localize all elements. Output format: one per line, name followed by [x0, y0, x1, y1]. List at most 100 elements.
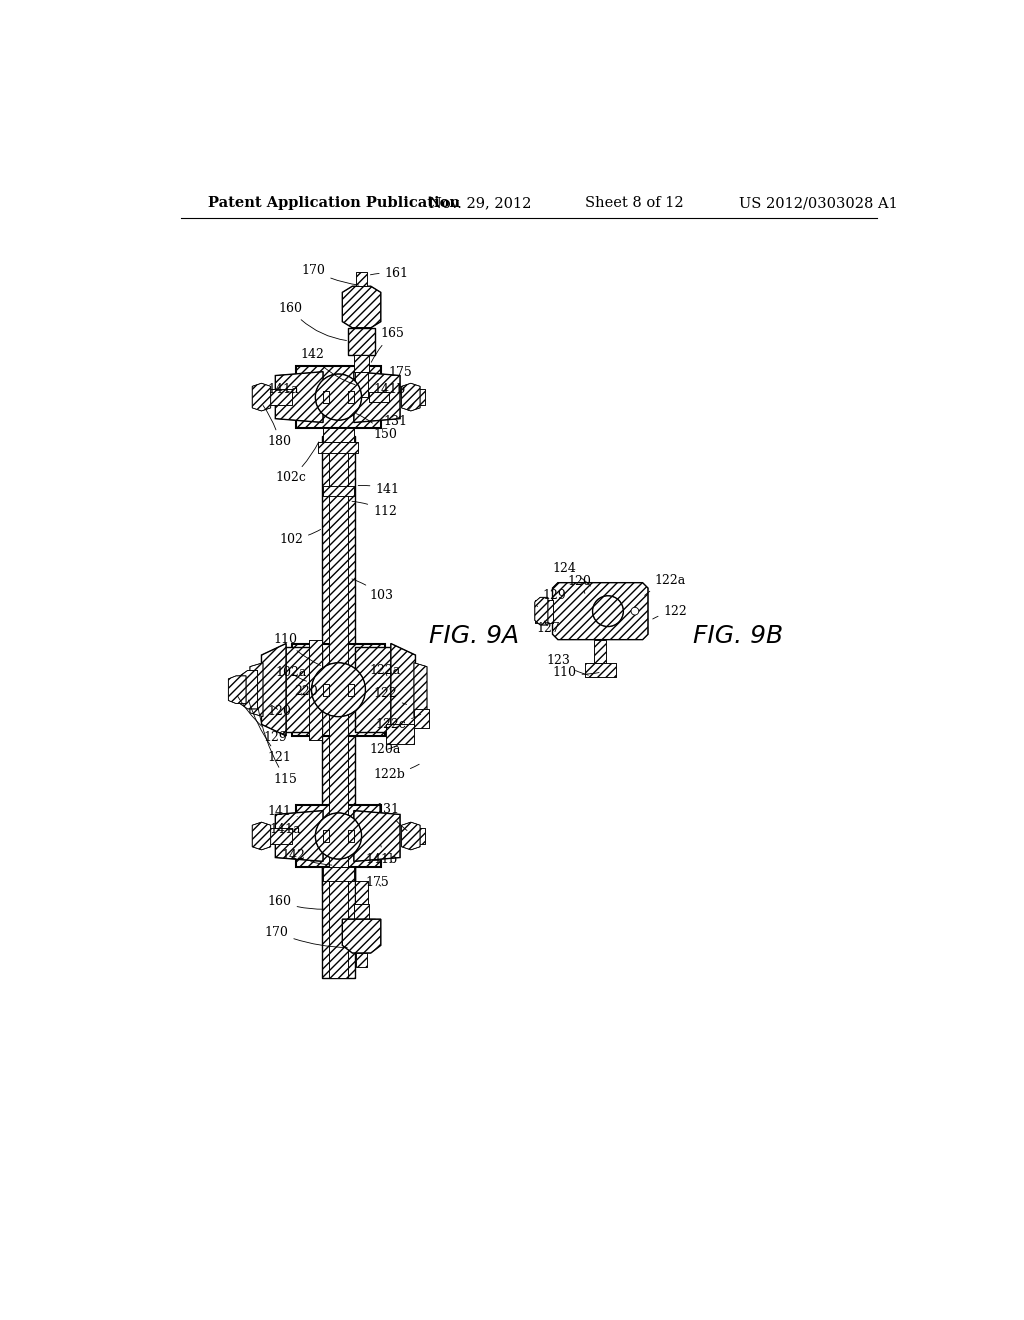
Circle shape: [315, 374, 361, 420]
Bar: [354, 904, 370, 919]
Text: 122: 122: [652, 605, 687, 619]
Bar: [401, 829, 425, 843]
Bar: [348, 684, 354, 696]
Text: 131: 131: [383, 403, 414, 428]
Bar: [323, 486, 354, 496]
Bar: [323, 830, 330, 842]
Bar: [348, 684, 354, 696]
Text: 161: 161: [371, 268, 409, 280]
Text: 110: 110: [273, 634, 321, 665]
Bar: [330, 867, 348, 978]
Text: 129: 129: [238, 696, 287, 744]
Polygon shape: [275, 372, 323, 422]
Text: 220: 220: [295, 685, 318, 698]
Bar: [355, 904, 368, 919]
Text: 131: 131: [376, 803, 408, 830]
Bar: [401, 389, 425, 405]
Bar: [330, 867, 348, 978]
Text: Nov. 29, 2012: Nov. 29, 2012: [429, 197, 531, 210]
Polygon shape: [252, 383, 270, 411]
Bar: [355, 372, 368, 397]
Bar: [348, 919, 376, 946]
Text: 122: 122: [373, 686, 407, 705]
Polygon shape: [261, 644, 286, 737]
Bar: [322, 867, 355, 978]
Text: 110: 110: [553, 667, 599, 680]
Bar: [594, 640, 606, 663]
Polygon shape: [296, 367, 381, 428]
Text: 141b: 141b: [366, 845, 397, 866]
Text: 103: 103: [352, 579, 393, 602]
Text: 160: 160: [279, 302, 346, 341]
Bar: [323, 830, 330, 842]
Text: 170: 170: [301, 264, 358, 285]
Text: 102: 102: [280, 529, 321, 546]
Polygon shape: [535, 597, 548, 626]
Text: 112: 112: [352, 502, 397, 517]
Text: FIG. 9A: FIG. 9A: [429, 624, 519, 648]
Polygon shape: [553, 582, 648, 640]
Text: 180: 180: [263, 405, 292, 449]
Polygon shape: [342, 286, 381, 327]
Bar: [348, 830, 354, 842]
Text: US 2012/0303028 A1: US 2012/0303028 A1: [739, 197, 898, 210]
Text: 120a: 120a: [370, 743, 400, 756]
Polygon shape: [391, 644, 416, 737]
Polygon shape: [354, 372, 400, 422]
Bar: [354, 355, 370, 372]
Text: 175: 175: [388, 366, 413, 395]
Bar: [401, 389, 425, 405]
Circle shape: [315, 813, 361, 859]
Polygon shape: [228, 676, 246, 704]
Bar: [348, 391, 354, 404]
Text: 122a: 122a: [645, 574, 685, 595]
Text: 141: 141: [358, 483, 399, 496]
Bar: [356, 272, 367, 286]
Bar: [323, 391, 330, 404]
Bar: [323, 867, 354, 880]
Circle shape: [593, 595, 624, 627]
Bar: [370, 392, 388, 403]
Bar: [348, 391, 354, 404]
Bar: [269, 389, 292, 405]
Bar: [322, 867, 355, 978]
Bar: [355, 880, 368, 904]
Bar: [348, 327, 376, 355]
Text: FIG. 9B: FIG. 9B: [692, 624, 782, 648]
Bar: [330, 737, 348, 898]
Polygon shape: [355, 647, 392, 733]
Bar: [322, 436, 355, 890]
Text: 150: 150: [356, 413, 397, 441]
Polygon shape: [296, 805, 381, 867]
Bar: [594, 640, 606, 663]
Polygon shape: [292, 644, 385, 737]
Bar: [323, 428, 354, 442]
Bar: [356, 272, 367, 286]
Text: 122a: 122a: [370, 664, 400, 677]
Bar: [330, 436, 348, 890]
Bar: [323, 684, 330, 696]
Bar: [323, 867, 354, 880]
Text: 127: 127: [537, 620, 560, 635]
Bar: [355, 880, 368, 904]
Text: 129: 129: [538, 589, 566, 607]
Bar: [323, 391, 330, 404]
Polygon shape: [275, 810, 323, 862]
Text: 102c: 102c: [275, 442, 318, 484]
Text: 122c: 122c: [376, 714, 421, 731]
Circle shape: [311, 663, 366, 717]
Polygon shape: [414, 663, 427, 717]
Polygon shape: [585, 663, 615, 677]
Bar: [355, 372, 368, 397]
Text: 115: 115: [258, 708, 298, 785]
Text: 142: 142: [300, 348, 355, 384]
Circle shape: [631, 607, 639, 615]
Bar: [355, 904, 368, 919]
Text: 175: 175: [366, 875, 389, 888]
Text: Patent Application Publication: Patent Application Publication: [208, 197, 460, 210]
Bar: [370, 392, 388, 403]
Bar: [348, 830, 354, 842]
Bar: [401, 829, 425, 843]
Text: 142: 142: [282, 849, 332, 865]
Polygon shape: [309, 640, 322, 739]
